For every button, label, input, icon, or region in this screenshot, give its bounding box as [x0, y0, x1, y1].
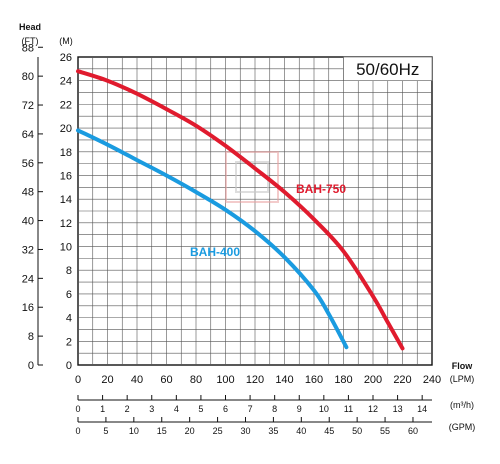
- m3h-tick-label: 6: [223, 404, 228, 414]
- m-tick-label: 24: [60, 76, 72, 88]
- m3h-tick-label: 11: [344, 404, 353, 414]
- m-tick-label: 4: [66, 313, 72, 325]
- frequency-label: 50/60Hz: [356, 60, 419, 79]
- m3h-tick-label: 5: [198, 404, 203, 414]
- ft-tick-label: 64: [22, 129, 34, 141]
- lpm-tick-label: 140: [275, 374, 293, 386]
- gpm-tick-label: 30: [240, 426, 250, 436]
- series-line-bah-400: [76, 128, 349, 350]
- m-tick-label: 26: [60, 52, 72, 64]
- m-unit-label: (M): [59, 36, 73, 46]
- series-label-bah-400: BAH-400: [190, 245, 240, 259]
- m3h-tick-label: 9: [297, 404, 302, 414]
- lpm-tick-label: 220: [393, 374, 411, 386]
- lpm-tick-label: 120: [246, 374, 264, 386]
- m3h-tick-label: 4: [174, 404, 179, 414]
- frequency-box: [343, 56, 433, 81]
- m-tick-label: 16: [60, 170, 72, 182]
- m3h-tick-label: 3: [149, 404, 154, 414]
- watermark-logo-frame: [225, 151, 279, 203]
- lpm-tick-label: 180: [334, 374, 352, 386]
- lpm-tick-label: 20: [101, 374, 113, 386]
- m-tick-label: 2: [66, 336, 72, 348]
- m3h-tick-label: 2: [125, 404, 130, 414]
- lpm-unit-label: (LPM): [450, 374, 475, 384]
- ft-tick-label: 88: [22, 42, 34, 54]
- m-tick-label: 22: [60, 99, 72, 111]
- lpm-tick-label: 160: [305, 374, 323, 386]
- gpm-tick-label: 40: [296, 426, 306, 436]
- series-label-bah-750: BAH-750: [296, 182, 346, 196]
- gpm-tick-label: 0: [75, 426, 80, 436]
- gpm-tick-label: 45: [324, 426, 334, 436]
- gpm-tick-label: 5: [103, 426, 108, 436]
- ft-tick-label: 32: [22, 244, 34, 256]
- ft-tick-label: 8: [28, 331, 34, 343]
- ft-tick-label: 40: [22, 216, 34, 228]
- m3h-tick-label: 8: [272, 404, 277, 414]
- m-tick-label: 14: [60, 194, 72, 206]
- ft-tick-label: 72: [22, 100, 34, 112]
- m3h-tick-label: 12: [368, 404, 378, 414]
- ft-unit-label: (FT): [22, 36, 39, 46]
- ft-tick-label: 56: [22, 158, 34, 170]
- gpm-unit-label: (GPM): [449, 422, 476, 432]
- m3h-unit-label: (m³/h): [450, 400, 474, 410]
- lpm-tick-label: 40: [131, 374, 143, 386]
- m-tick-label: 6: [66, 289, 72, 301]
- head-axis-title: Head: [19, 22, 41, 32]
- gpm-tick-label: 55: [380, 426, 390, 436]
- lpm-tick-label: 240: [423, 374, 441, 386]
- m-tick-label: 18: [60, 147, 72, 159]
- ft-tick-label: 48: [22, 187, 34, 199]
- m-tick-label: 0: [66, 360, 72, 372]
- gpm-tick-label: 10: [129, 426, 139, 436]
- ft-tick-label: 80: [22, 71, 34, 83]
- ft-tick-label: 24: [22, 273, 34, 285]
- m3h-tick-label: 14: [417, 404, 427, 414]
- lpm-tick-label: 0: [75, 374, 81, 386]
- m-tick-label: 20: [60, 123, 72, 135]
- gpm-tick-label: 15: [157, 426, 167, 436]
- m3h-tick-label: 13: [393, 404, 403, 414]
- m-tick-label: 10: [60, 242, 72, 254]
- m-tick-label: 12: [60, 218, 72, 230]
- lpm-tick-label: 200: [364, 374, 382, 386]
- gpm-tick-label: 25: [213, 426, 223, 436]
- m-tick-label: 8: [66, 265, 72, 277]
- m3h-tick-label: 7: [248, 404, 253, 414]
- m3h-tick-label: 10: [319, 404, 329, 414]
- gpm-tick-label: 20: [185, 426, 195, 436]
- m3h-tick-label: 0: [75, 404, 80, 414]
- lpm-tick-label: 60: [160, 374, 172, 386]
- gpm-tick-label: 60: [408, 426, 418, 436]
- series-line-bah-750: [76, 69, 405, 351]
- gpm-tick-label: 35: [268, 426, 278, 436]
- gpm-tick-label: 50: [352, 426, 362, 436]
- ft-tick-label: 16: [22, 302, 34, 314]
- lpm-tick-label: 80: [190, 374, 202, 386]
- lpm-tick-label: 100: [216, 374, 234, 386]
- flow-axis-title: Flow: [452, 361, 473, 371]
- ft-tick-label: 0: [28, 360, 34, 372]
- m3h-tick-label: 1: [100, 404, 105, 414]
